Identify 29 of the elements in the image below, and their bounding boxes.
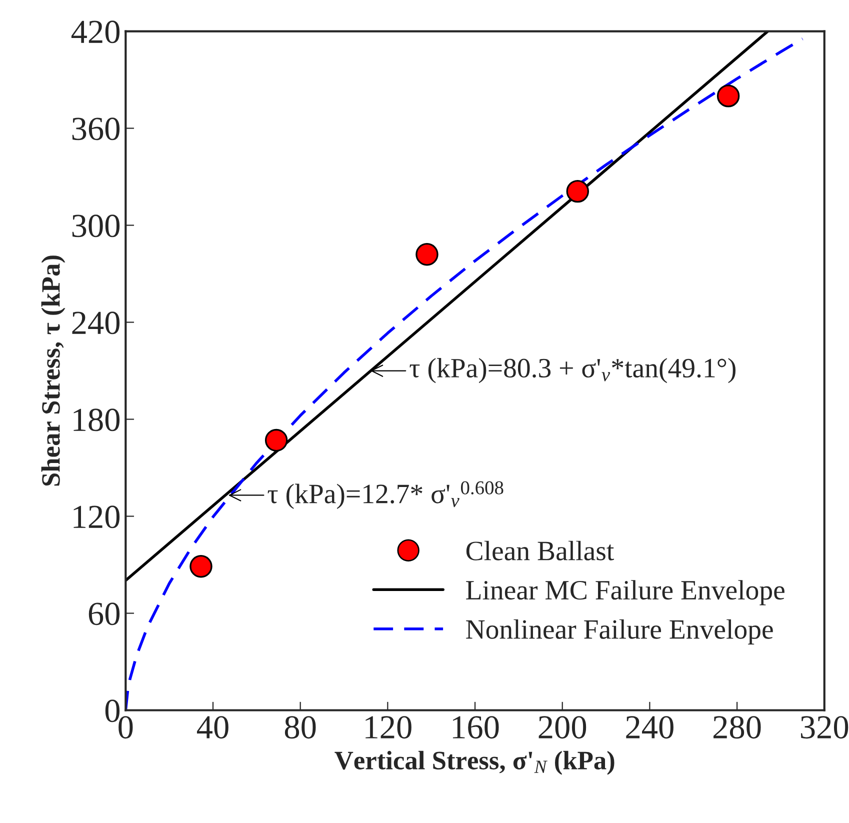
annotation: τ (kPa)=12.7* σ'$_{v}$$^{0.608}$ [268,481,504,509]
y-axis-title: Shear Stress, τ (kPa) [41,256,66,486]
legend-label: Nonlinear Failure Envelope [466,619,773,645]
y-tick-label: 60 [88,602,120,626]
x-tick-label: 280 [714,716,761,739]
x-tick-label: 120 [366,716,412,739]
y-tick-label: 240 [72,312,120,334]
x-axis-title: Vertical Stress, σ'$_{N}$ (kPa) [334,750,614,775]
y-tick-label: 120 [74,506,120,528]
y-tick-label: 300 [72,214,120,238]
x-tick-label: 160 [452,716,499,739]
y-tick-label: 360 [72,118,120,140]
legend-label: Clean Ballast [466,540,614,560]
point [566,180,590,203]
annotation: τ (kPa)=80.3 + σ'$_{v}$*tan(49.1°) [410,358,736,384]
point [264,428,288,452]
point [716,84,740,108]
y-tick-label: 0 [105,700,120,722]
x-tick-label: 80 [284,716,316,739]
x-tick-label: 320 [800,716,848,739]
line-series [126,37,804,710]
y-tick-label: 420 [71,20,120,44]
point [416,243,438,266]
x-tick-label: 240 [626,716,674,739]
y-tick-label: 180 [74,408,120,432]
x-tick-label: 40 [196,716,228,739]
point [190,555,212,578]
x-tick-label: 200 [538,716,586,739]
legend-label: Linear MC Failure Envelope [466,580,784,606]
